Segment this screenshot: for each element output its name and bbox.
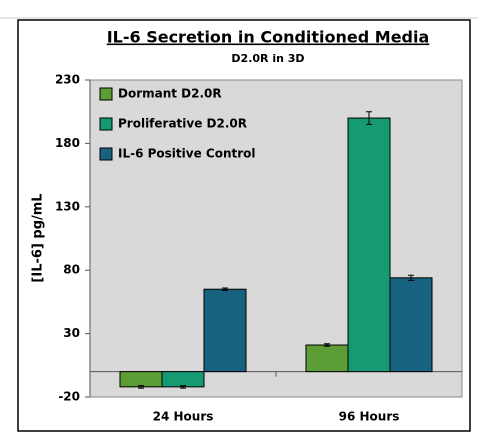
y-tick-label: 130 (55, 199, 80, 213)
legend-label: Proliferative D2.0R (118, 117, 247, 131)
chart-title: IL-6 Secretion in Conditioned Media (107, 28, 430, 47)
legend-label: Dormant D2.0R (118, 87, 222, 101)
error-bar (324, 343, 330, 347)
legend-swatch (99, 87, 113, 101)
bar (347, 117, 391, 373)
bar (161, 371, 205, 388)
error-bar (180, 385, 186, 389)
x-tick-label: 96 Hours (339, 410, 400, 424)
x-tick-label: 24 Hours (153, 410, 214, 424)
error-bar (138, 385, 144, 389)
legend-label: IL-6 Positive Control (118, 147, 256, 161)
y-tick-label: 180 (55, 136, 80, 150)
chart-subtitle: D2.0R in 3D (231, 52, 304, 65)
bar (119, 371, 163, 388)
y-tick-label: 230 (55, 73, 80, 87)
y-tick-label: 80 (63, 263, 80, 277)
bar (203, 288, 247, 373)
legend-swatch (99, 147, 113, 161)
y-axis-label: [IL-6] pg/mL (31, 193, 46, 282)
bar (305, 344, 349, 373)
error-bar (408, 274, 414, 281)
error-bar (366, 111, 372, 125)
y-tick-label: 30 (63, 326, 80, 340)
error-bar (222, 287, 228, 291)
legend-swatch (99, 117, 113, 131)
y-tick-label: -20 (58, 390, 80, 404)
bar (389, 277, 433, 373)
